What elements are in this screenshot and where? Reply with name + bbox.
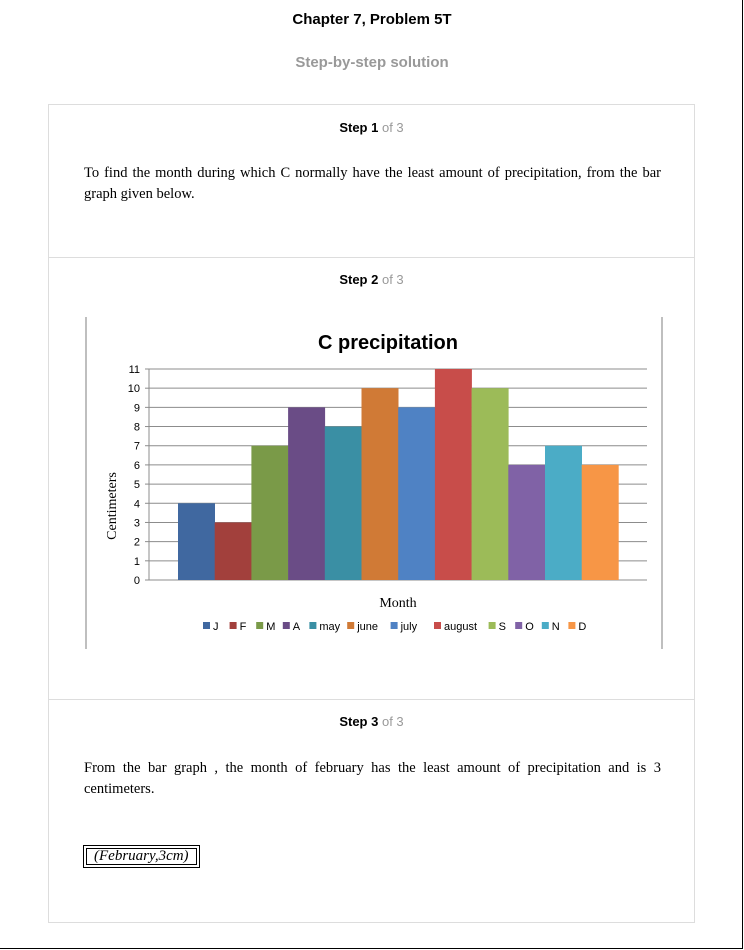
step-2-label: Step 2 xyxy=(339,272,379,287)
bar-may xyxy=(324,426,362,580)
y-tick-label: 3 xyxy=(134,517,140,529)
y-tick-label: 10 xyxy=(128,383,140,395)
y-tick-label: 11 xyxy=(129,364,140,376)
chart-y-ticks: 0 1 2 3 4 5 6 7 8 9 10 11 xyxy=(128,364,149,587)
chart-x-axis-label: Month xyxy=(379,596,416,611)
y-tick-label: 9 xyxy=(134,402,140,414)
legend-label-june: june xyxy=(356,621,378,633)
bar-august xyxy=(434,369,472,580)
bar-A xyxy=(288,407,326,580)
legend-label-july: july xyxy=(400,621,418,633)
step-3-count: of 3 xyxy=(381,714,404,729)
step-3: Step 3 of 3 From the bar graph , the mon… xyxy=(49,699,694,923)
step-3-text: From the bar graph , the month of februa… xyxy=(84,760,661,797)
legend-label-M: M xyxy=(266,621,275,633)
page-subtitle: Step-by-step solution xyxy=(295,54,449,71)
page-title: Chapter 7, Problem 5T xyxy=(292,11,452,28)
bar-S xyxy=(471,388,509,580)
legend-swatch-D xyxy=(568,622,576,629)
legend-label-S: S xyxy=(499,621,506,633)
bar-F xyxy=(214,522,252,580)
legend-label-J: J xyxy=(213,621,219,633)
step-3-heading: Step 3 of 3 xyxy=(49,714,694,729)
step-2-count: of 3 xyxy=(381,272,404,287)
y-tick-label: 7 xyxy=(134,441,140,453)
y-tick-label: 2 xyxy=(134,537,140,549)
legend-swatch-may xyxy=(309,622,317,629)
y-tick-label: 4 xyxy=(134,498,140,510)
y-tick-label: 0 xyxy=(134,575,140,587)
step-2: Step 2 of 3 C precipitation 0 1 2 3 4 5 6 7 8 9 10… xyxy=(49,257,694,700)
legend-swatch-july xyxy=(390,622,398,629)
bar-june xyxy=(361,388,399,580)
precipitation-chart: C precipitation 0 1 2 3 4 5 6 7 8 9 10 11 Centimete… xyxy=(85,317,663,649)
y-tick-label: 6 xyxy=(134,460,140,472)
step-1-count: of 3 xyxy=(381,120,404,135)
legend-swatch-june xyxy=(347,622,355,629)
step-2-heading: Step 2 of 3 xyxy=(49,272,694,287)
bar-D xyxy=(581,464,619,580)
legend-label-may: may xyxy=(319,621,340,633)
legend-swatch-J xyxy=(203,622,210,629)
legend-swatch-N xyxy=(541,622,549,629)
step-1: Step 1 of 3 To find the month during whi… xyxy=(49,105,694,257)
legend-swatch-O xyxy=(515,622,523,629)
y-tick-label: 8 xyxy=(134,422,140,434)
legend-swatch-M xyxy=(256,622,264,629)
legend-swatch-S xyxy=(488,622,496,629)
y-tick-label: 1 xyxy=(134,556,140,568)
legend-swatch-august xyxy=(434,622,441,629)
chart-bars xyxy=(178,369,619,580)
legend-label-O: O xyxy=(525,621,534,633)
bar-N xyxy=(545,445,582,580)
final-answer: (February,3cm) xyxy=(83,845,200,868)
legend-label-D: D xyxy=(578,621,586,633)
chart-y-axis-label: Centimeters xyxy=(105,472,120,540)
bar-J xyxy=(178,503,215,580)
step-3-label: Step 3 xyxy=(339,714,379,729)
legend-label-N: N xyxy=(552,621,560,633)
legend-label-august: august xyxy=(444,621,477,633)
y-tick-label: 5 xyxy=(134,479,140,491)
step-1-text: To find the month during which C normall… xyxy=(84,165,661,202)
chart-title: C precipitation xyxy=(318,332,458,354)
solution-steps: Step 1 of 3 To find the month during whi… xyxy=(48,104,695,923)
legend-swatch-F xyxy=(229,622,237,629)
legend-label-F: F xyxy=(240,621,247,633)
step-1-label: Step 1 xyxy=(339,120,379,135)
bar-O xyxy=(508,464,546,580)
bar-july xyxy=(398,407,436,580)
bar-M xyxy=(251,445,289,580)
step-1-heading: Step 1 of 3 xyxy=(49,120,694,135)
legend-swatch-A xyxy=(282,622,290,629)
legend-label-A: A xyxy=(293,621,301,633)
